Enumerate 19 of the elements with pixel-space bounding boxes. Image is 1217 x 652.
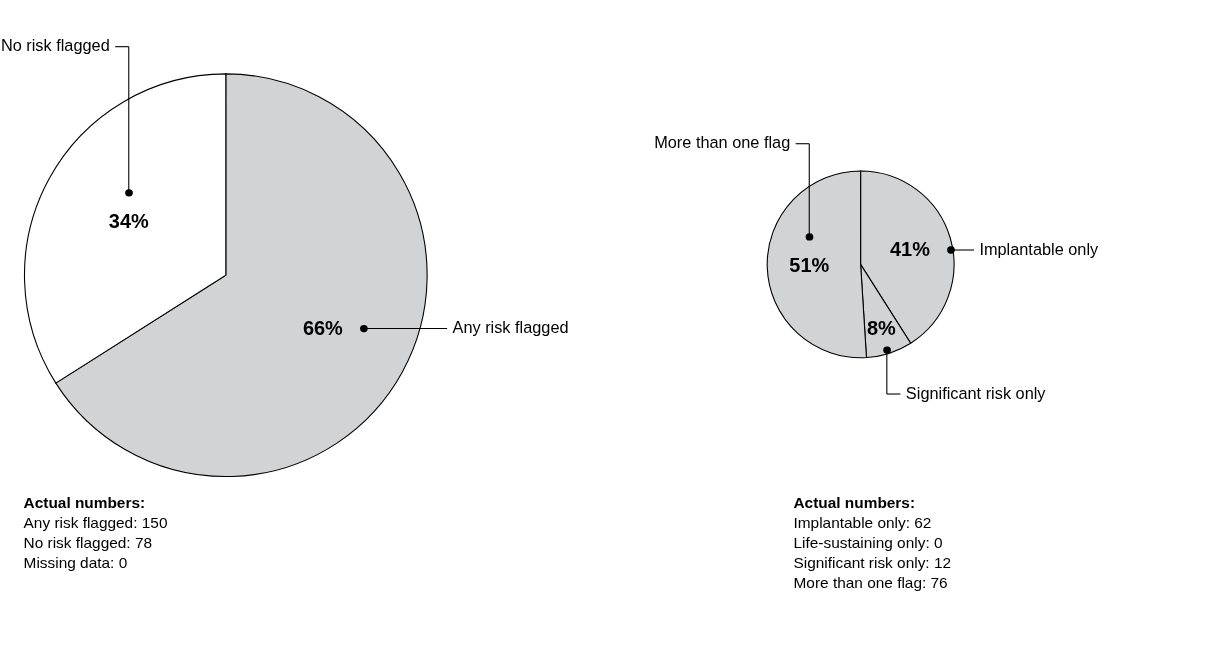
data-label: 8% — [866, 316, 897, 339]
text: Actual numbers: — [23, 494, 146, 512]
slice-label: Any risk flagged — [452, 318, 569, 337]
text: Actual numbers: — [793, 494, 916, 512]
text: More than one flag: 76 — [793, 574, 948, 592]
text: Significant risk only: 12 — [793, 554, 952, 572]
slice-label: Implantable only — [979, 239, 1100, 258]
text: Any risk flagged: 150 — [23, 514, 168, 532]
legend-label: Significant risk only — [905, 383, 1047, 402]
data-label: 34% — [108, 210, 149, 233]
text: Life-sustaining only: 0 — [793, 534, 943, 552]
text: No risk flagged: 78 — [23, 534, 153, 552]
text: Implantable only: 62 — [793, 514, 932, 532]
slice-label: More than one flag — [654, 133, 791, 152]
data-label: 66% — [302, 316, 344, 339]
data-label: 51% — [789, 254, 830, 277]
text: Missing data: 0 — [23, 554, 128, 572]
data-label: 41% — [889, 238, 931, 261]
legend-label: No risk flagged — [0, 36, 110, 55]
